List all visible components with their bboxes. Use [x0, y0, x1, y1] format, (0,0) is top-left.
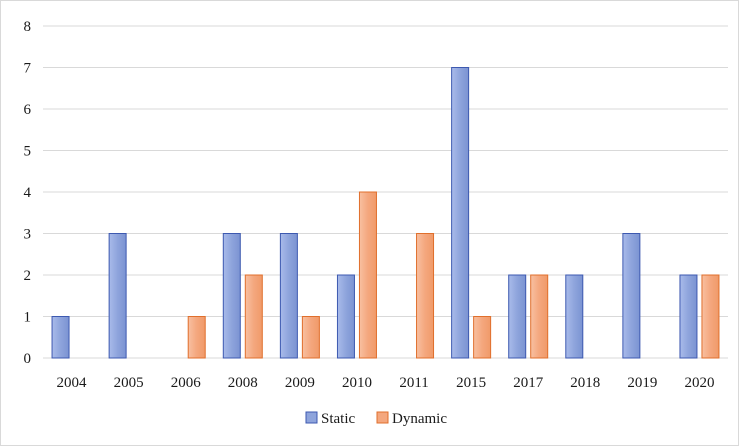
bar-static-2015 — [451, 67, 470, 359]
x-tick-label: 2008 — [228, 375, 258, 391]
legend: Static Dynamic — [305, 411, 447, 427]
y-tick-label: 8 — [24, 19, 32, 35]
bar-dynamic-2011 — [416, 233, 435, 359]
x-tick-label: 2006 — [171, 375, 202, 391]
bar-dynamic-2020 — [701, 274, 720, 359]
y-tick-label: 2 — [24, 268, 32, 284]
bar-dynamic-2006 — [187, 316, 206, 359]
y-tick-label: 3 — [24, 227, 32, 243]
x-tick-label: 2005 — [114, 375, 144, 391]
bar-dynamic-2008 — [244, 274, 263, 359]
bar-static-2010 — [336, 274, 355, 359]
y-tick-label: 5 — [24, 144, 32, 160]
x-tick-label: 2011 — [399, 375, 428, 391]
bar-static-2019 — [622, 233, 641, 359]
x-tick-label: 2019 — [627, 375, 657, 391]
y-tick-label: 0 — [24, 351, 32, 367]
bar-static-2020 — [679, 274, 698, 359]
x-tick-label: 2015 — [456, 375, 486, 391]
legend-swatch-dynamic — [376, 411, 389, 424]
x-axis-tick-labels: 2004 2005 2006 2008 2009 2010 2011 2015 2017 2018… — [57, 375, 715, 391]
bar-dynamic-2010 — [358, 191, 377, 359]
x-tick-label: 2017 — [513, 375, 544, 391]
gridlines — [43, 25, 728, 359]
x-tick-label: 2018 — [570, 375, 600, 391]
x-tick-label: 2010 — [342, 375, 372, 391]
legend-label-static: Static — [321, 411, 356, 427]
y-tick-label: 6 — [24, 102, 32, 118]
bar-dynamic-2009 — [301, 316, 320, 359]
bar-static-2004 — [51, 316, 70, 359]
y-tick-label: 7 — [24, 61, 32, 77]
x-tick-label: 2020 — [684, 375, 714, 391]
x-tick-label: 2009 — [285, 375, 315, 391]
x-tick-label: 2004 — [57, 375, 88, 391]
bar-static-2018 — [565, 274, 584, 359]
bar-dynamic-2017 — [530, 274, 549, 359]
legend-swatch-static — [305, 411, 318, 424]
y-tick-label: 4 — [24, 185, 32, 201]
bar-static-2005 — [108, 233, 127, 359]
y-tick-label: 1 — [24, 310, 32, 326]
y-axis-tick-labels: 0 1 2 3 4 5 6 7 8 — [24, 19, 32, 367]
bar-static-2008 — [222, 233, 241, 359]
bar-dynamic-2015 — [473, 316, 492, 359]
legend-label-dynamic: Dynamic — [392, 411, 447, 427]
bar-static-2017 — [508, 274, 527, 359]
bars — [51, 67, 720, 359]
bar-static-2009 — [279, 233, 298, 359]
